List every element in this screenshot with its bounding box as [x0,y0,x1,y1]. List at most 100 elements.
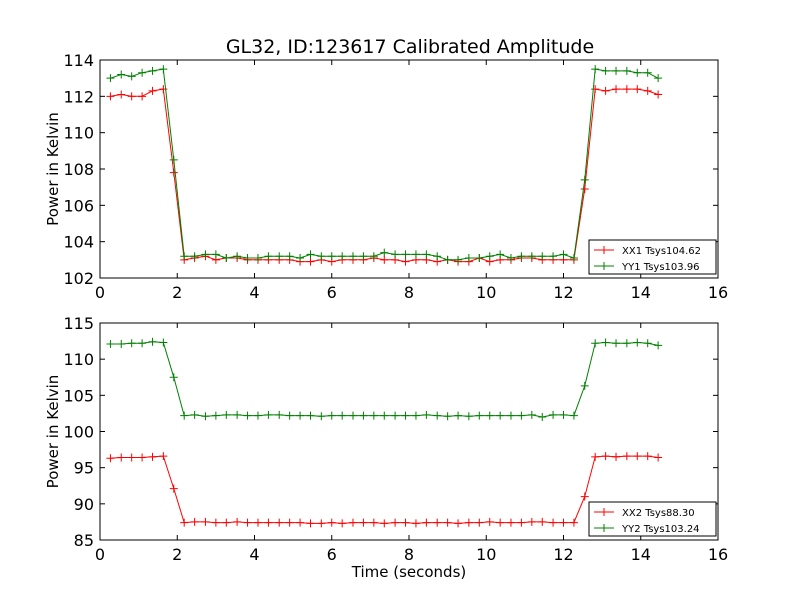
data-point [549,518,558,527]
data-point [401,411,410,420]
data-point [127,72,136,81]
data-point [633,338,642,347]
data-point [190,410,199,419]
y-axis-label: Power in Kelvin [44,112,62,226]
data-point [654,90,663,99]
data-point [475,254,484,263]
data-point [169,373,178,382]
data-point [612,85,621,94]
data-point [296,411,305,420]
y-tick-label: 104 [63,233,94,252]
data-point [296,518,305,527]
data-point [264,410,273,419]
data-point [348,411,357,420]
y-tick-label: 90 [74,495,94,514]
data-point [527,410,536,419]
data-point [601,452,610,461]
data-point [506,518,515,527]
data-point [159,338,168,347]
data-point [527,252,536,261]
data-point [401,250,410,259]
data-point [117,90,126,99]
data-point [327,518,336,527]
x-tick-label: 4 [249,545,259,564]
data-point [127,92,136,101]
chart-title: GL32, ID:123617 Calibrated Amplitude [226,36,594,58]
data-point [127,453,136,462]
data-point [359,411,368,420]
data-point [654,74,663,83]
data-point [569,518,578,527]
x-tick-label: 0 [95,545,105,564]
data-point [601,86,610,95]
x-tick-label: 8 [404,545,414,564]
data-point [338,519,347,528]
data-point [485,411,494,420]
data-point [569,411,578,420]
y-tick-label: 85 [74,531,94,550]
data-point [106,454,115,463]
data-point [601,66,610,75]
data-point [138,68,147,77]
data-point [106,92,115,101]
data-point [159,452,168,461]
data-point [538,252,547,261]
data-point [306,250,315,259]
data-point [622,66,631,75]
data-point [317,519,326,528]
data-point [527,517,536,526]
data-point [475,518,484,527]
data-point [380,255,389,264]
data-point [190,517,199,526]
data-point [138,453,147,462]
data-point [433,518,442,527]
x-tick-label: 4 [249,283,259,302]
x-tick-label: 12 [553,545,573,564]
data-point [190,252,199,261]
data-point [106,339,115,348]
x-tick-label: 14 [631,283,651,302]
y-tick-label: 108 [63,160,94,179]
data-point [148,66,157,75]
data-point [148,86,157,95]
data-point [538,413,547,422]
data-point [411,519,420,528]
data-point [485,252,494,261]
data-point [264,252,273,261]
top-plot: 0 2 4 6 8 10 12 14 16 102 104 106 108 110 112 114 Power … [44,51,728,302]
y-tick-label: 102 [63,269,94,288]
data-point [454,411,463,420]
data-point [643,68,652,77]
data-point [601,338,610,347]
data-point [538,517,547,526]
data-point [591,65,600,74]
data-point [622,85,631,94]
bottom-plot: 0 2 4 6 8 10 12 14 16 85 90 95 100 105 110 115 Power in … [44,314,728,581]
data-point [464,412,473,421]
data-point [380,519,389,528]
legend-marker [600,262,608,270]
data-point [411,411,420,420]
data-point [117,339,126,348]
data-point [633,452,642,461]
data-point [338,411,347,420]
data-point [411,250,420,259]
data-point [654,341,663,350]
data-point [591,85,600,94]
data-point [422,518,431,527]
data-point [475,411,484,420]
data-point [275,410,284,419]
data-point [443,412,452,421]
data-point [443,518,452,527]
data-point [559,410,568,419]
data-point [549,252,558,261]
x-tick-label: 14 [631,545,651,564]
data-point [148,452,157,461]
data-point [369,411,378,420]
y-tick-label: 115 [63,314,94,333]
data-point [285,252,294,261]
data-point [443,255,452,264]
data-point [517,252,526,261]
data-point [369,252,378,261]
